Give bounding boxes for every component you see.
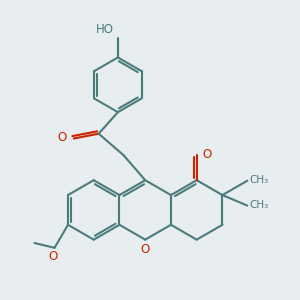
Text: CH₃: CH₃	[249, 200, 268, 210]
Text: O: O	[202, 148, 212, 161]
Text: O: O	[48, 250, 57, 263]
Text: CH₃: CH₃	[249, 175, 268, 185]
Text: O: O	[141, 242, 150, 256]
Text: HO: HO	[96, 23, 114, 36]
Text: O: O	[58, 131, 67, 144]
